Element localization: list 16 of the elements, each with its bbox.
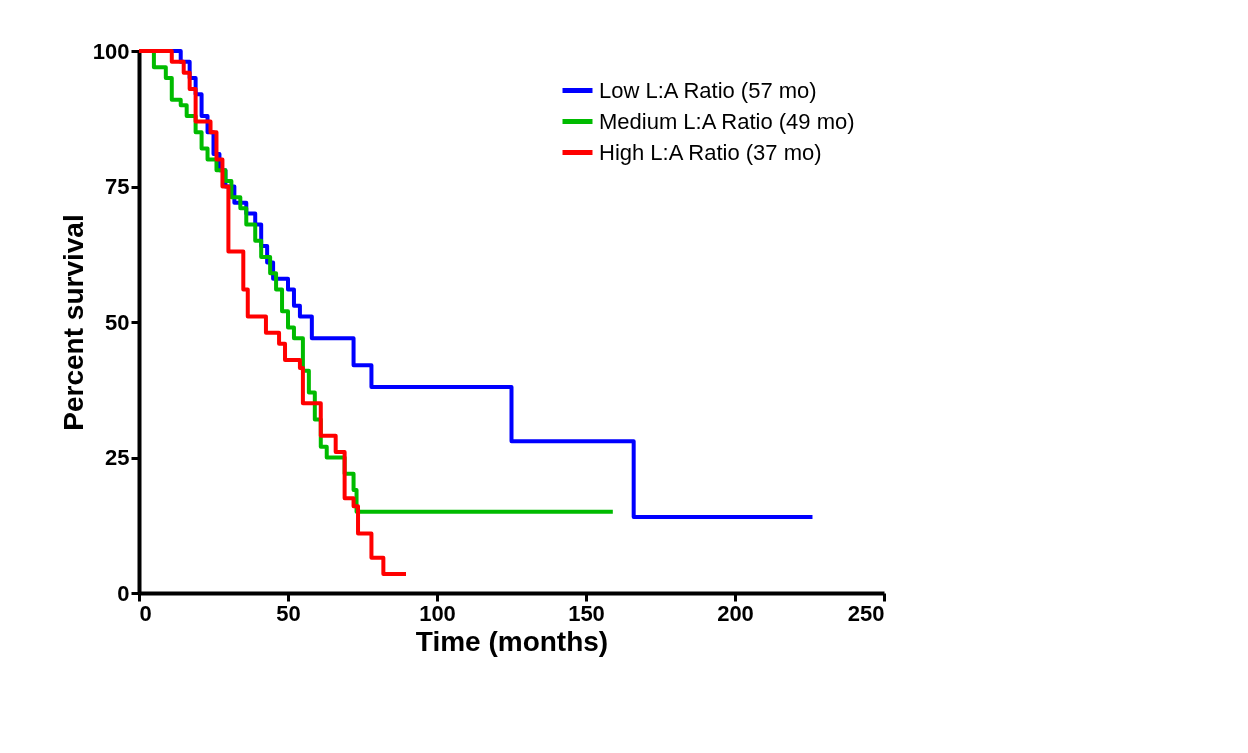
y-tick-label: 25 bbox=[105, 445, 130, 470]
x-tick-label: 100 bbox=[419, 600, 456, 626]
x-axis-title: Time (months) bbox=[415, 625, 609, 657]
legend-label: Low L:A Ratio (57 mo) bbox=[599, 77, 817, 103]
x-tick-label: 200 bbox=[717, 600, 754, 626]
legend-label: Medium L:A Ratio (49 mo) bbox=[599, 108, 855, 134]
y-axis-title: Percent survival bbox=[57, 214, 89, 431]
y-tick-label: 75 bbox=[105, 174, 130, 199]
y-tick-label: 0 bbox=[117, 580, 130, 606]
x-tick-label: 150 bbox=[568, 600, 605, 626]
legend-label: High L:A Ratio (37 mo) bbox=[599, 139, 822, 165]
x-tick-label: 250 bbox=[847, 600, 885, 626]
x-tick-label: 50 bbox=[276, 600, 301, 626]
y-tick-label: 50 bbox=[105, 309, 130, 335]
x-tick-label: 0 bbox=[139, 600, 152, 626]
y-tick-label: 100 bbox=[92, 38, 130, 64]
